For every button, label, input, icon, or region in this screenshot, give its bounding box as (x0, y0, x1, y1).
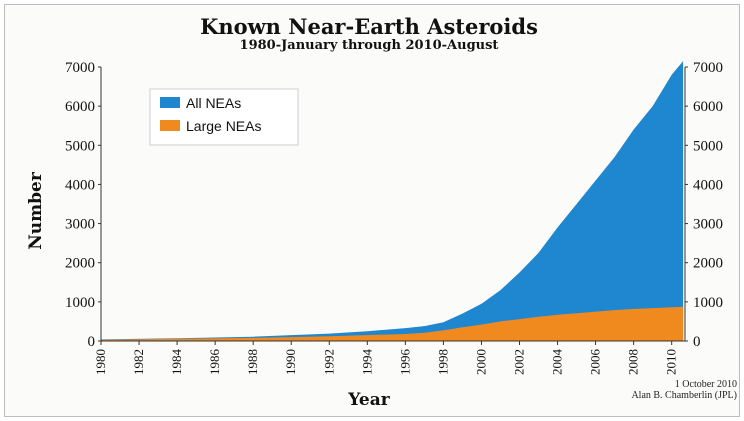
x-tick-label: 2000 (474, 349, 489, 375)
y-tick-label-left: 5000 (65, 138, 95, 154)
y-tick-label-right: 0 (693, 334, 701, 350)
y-tick-label-left: 4000 (65, 177, 95, 193)
y-tick-label-left: 0 (88, 334, 96, 350)
area-all-neas (101, 61, 684, 341)
x-tick-label: 2004 (550, 349, 565, 376)
legend-swatch-large-neas (160, 120, 180, 131)
x-tick-label: 1990 (283, 349, 298, 375)
y-tick-label-left: 3000 (65, 217, 95, 233)
legend-box (149, 88, 299, 146)
y-tick-label-right: 2000 (693, 256, 723, 272)
legend-label-all-neas: All NEAs (186, 95, 241, 111)
y-ticks-left: 0 1000 2000 3000 4000 5000 6000 7000 (65, 60, 101, 350)
x-ticks: 1980 1982 1984 1986 1988 1990 1992 1994 1996 1998… (93, 341, 679, 375)
y-tick-label-right: 7000 (693, 60, 723, 76)
asteroid-area-chart: Known Near-Earth Asteroids 1980-January … (26, 14, 737, 410)
x-tick-label: 1986 (207, 349, 222, 376)
x-tick-label: 1982 (131, 349, 146, 375)
y-tick-label-left: 2000 (65, 256, 95, 272)
legend: All NEAs Large NEAs (149, 88, 299, 146)
y-ticks-right: 0 1000 2000 3000 4000 5000 6000 7000 (685, 60, 723, 350)
credit-date: 1 October 2010 (675, 379, 737, 390)
y-tick-label-right: 3000 (693, 217, 723, 233)
x-tick-label: 2002 (512, 349, 527, 375)
x-tick-label: 2008 (626, 349, 641, 375)
x-axis-label: Year (347, 390, 390, 410)
y-tick-label-right: 1000 (693, 295, 723, 311)
x-tick-label: 2006 (588, 349, 603, 376)
x-tick-label: 2010 (664, 349, 679, 375)
area-large-neas (101, 306, 684, 341)
x-tick-label: 1984 (169, 349, 184, 376)
x-tick-label: 1996 (397, 349, 412, 376)
legend-label-large-neas: Large NEAs (186, 118, 261, 134)
chart-frame: Known Near-Earth Asteroids 1980-January … (4, 4, 740, 417)
x-tick-label: 1980 (93, 349, 108, 375)
y-tick-label-right: 4000 (693, 177, 723, 193)
chart-title: Known Near-Earth Asteroids (200, 14, 538, 39)
y-tick-label-left: 6000 (65, 99, 95, 115)
x-tick-label: 1992 (321, 349, 336, 375)
credit-author: Alan B. Chamberlin (JPL) (631, 390, 737, 401)
y-axis-label: Number (26, 171, 46, 250)
x-tick-label: 1994 (359, 349, 374, 376)
y-tick-label-left: 1000 (65, 295, 95, 311)
y-tick-label-left: 7000 (65, 60, 95, 76)
x-tick-label: 1988 (245, 349, 260, 375)
legend-swatch-all-neas (160, 97, 180, 108)
y-tick-label-right: 5000 (693, 138, 723, 154)
area-layer (101, 61, 684, 341)
chart-subtitle: 1980-January through 2010-August (240, 38, 499, 53)
x-tick-label: 1998 (435, 349, 450, 375)
axes-layer (100, 67, 686, 342)
y-tick-label-right: 6000 (693, 99, 723, 115)
